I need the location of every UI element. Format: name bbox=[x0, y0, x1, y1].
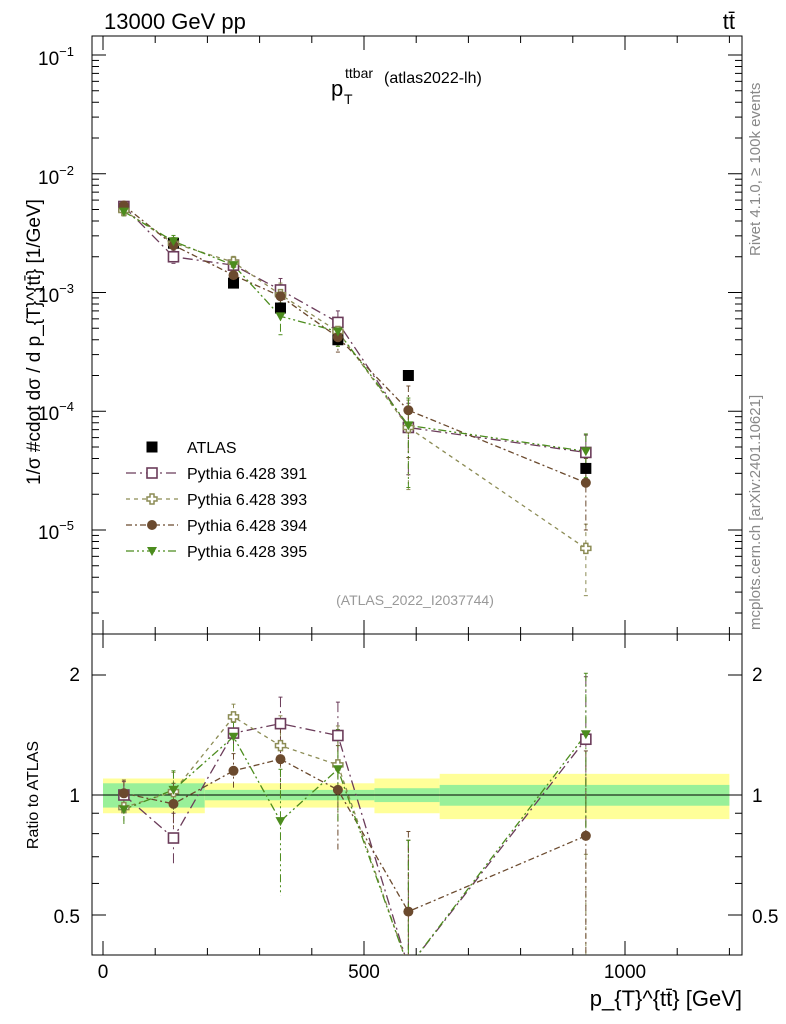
plot-title-main: p bbox=[331, 76, 343, 101]
main-point bbox=[403, 405, 414, 416]
ratio-uncertainty-bands bbox=[103, 773, 730, 820]
header-energy-label: 13000 GeV pp bbox=[104, 9, 246, 34]
main-point bbox=[402, 370, 414, 382]
ytick-1e-1: 10−1 bbox=[38, 44, 74, 70]
main-point bbox=[228, 270, 239, 281]
ratio-point bbox=[275, 817, 286, 827]
ratio-markers bbox=[118, 711, 592, 917]
ratio-point bbox=[168, 785, 179, 795]
main-axis-ticks bbox=[92, 36, 742, 634]
legend-label: Pythia 6.428 393 bbox=[187, 492, 307, 509]
main-markers bbox=[118, 200, 592, 555]
header-process-label: tt̄ bbox=[723, 9, 735, 34]
legend-marker bbox=[146, 467, 158, 479]
main-point bbox=[118, 207, 129, 217]
ratio-point bbox=[580, 830, 591, 841]
xtick-0: 0 bbox=[98, 962, 109, 983]
analysis-id-label: (ATLAS_2022_I2037744) bbox=[336, 592, 494, 608]
ratio-point bbox=[167, 832, 180, 844]
ratio-point bbox=[168, 798, 179, 809]
ratio-point bbox=[274, 739, 287, 752]
main-point bbox=[168, 237, 179, 247]
ratio-point bbox=[580, 730, 591, 740]
main-point bbox=[275, 291, 286, 302]
ratio-ytick-05-right: 0.5 bbox=[752, 907, 778, 928]
main-point bbox=[580, 542, 592, 555]
main-point bbox=[167, 250, 180, 263]
ytick-1e-2: 10−2 bbox=[38, 163, 74, 189]
main-error-bars bbox=[121, 201, 588, 597]
ratio-panel: Ratio to ATLAS 2 1 0.5 2 1 0.5 0 500 100… bbox=[25, 633, 778, 1011]
main-point bbox=[403, 421, 414, 431]
main-point bbox=[580, 477, 591, 488]
ratio-ytick-1-left: 1 bbox=[69, 786, 80, 807]
plot-title-tag: (atlas2022-lh) bbox=[384, 70, 482, 87]
main-point bbox=[580, 447, 591, 457]
main-ylabel: 1/σ #cdot dσ / d p_{T}^{tt̄} [1/GeV] bbox=[24, 199, 45, 485]
ratio-point bbox=[228, 732, 239, 742]
legend: ATLAS Pythia 6.428 391 Pythia 6.428 393 Pyt… bbox=[126, 440, 307, 561]
legend-label: Pythia 6.428 394 bbox=[187, 518, 307, 535]
ratio-point bbox=[332, 765, 343, 775]
xtick-500: 500 bbox=[348, 962, 380, 983]
rivet-version-label: Rivet 4.1.0, ≥ 100k events bbox=[747, 83, 764, 256]
plot-title-sup: ttbar bbox=[345, 65, 373, 81]
legend-marker bbox=[146, 441, 158, 453]
ratio-point bbox=[118, 805, 129, 815]
legend-label: Pythia 6.428 395 bbox=[187, 544, 307, 561]
legend-marker bbox=[147, 520, 157, 530]
legend-marker bbox=[147, 547, 157, 556]
main-point bbox=[332, 327, 343, 337]
ratio-y-tick-labels-left: 2 1 0.5 bbox=[54, 665, 80, 928]
legend-label: ATLAS bbox=[187, 440, 237, 457]
ratio-ytick-2-left: 2 bbox=[69, 665, 80, 686]
ratio-series-line bbox=[123, 733, 587, 955]
ratio-ytick-1-right: 1 bbox=[752, 786, 763, 807]
ratio-point bbox=[403, 906, 414, 917]
ratio-point bbox=[118, 788, 129, 799]
legend-marker bbox=[146, 493, 158, 505]
main-panel: p T ttbar (atlas2022-lh) 1/σ #cdot dσ / … bbox=[24, 35, 743, 635]
legend-label: Pythia 6.428 391 bbox=[187, 466, 307, 483]
ratio-point bbox=[227, 711, 240, 723]
ratio-point bbox=[275, 754, 286, 765]
main-series-line bbox=[123, 206, 586, 454]
ratio-point bbox=[332, 729, 344, 742]
x-tick-labels: 0 500 1000 bbox=[98, 962, 646, 983]
main-point bbox=[332, 332, 343, 343]
main-point bbox=[228, 261, 239, 271]
ratio-point bbox=[274, 717, 287, 730]
main-point bbox=[274, 302, 286, 314]
ratio-ytick-05-left: 0.5 bbox=[54, 907, 80, 928]
mcplots-label: mcplots.cern.ch [arXiv:2401.10621] bbox=[747, 395, 764, 630]
ratio-point bbox=[228, 765, 239, 776]
plot-title-sub: T bbox=[344, 91, 353, 107]
main-series-line bbox=[123, 211, 586, 452]
x-axis-label: p_{T}^{tt̄} [GeV] bbox=[590, 986, 742, 1011]
ratio-point bbox=[332, 784, 343, 795]
ratio-axis-ticks bbox=[92, 634, 742, 955]
main-point bbox=[580, 462, 592, 474]
ratio-y-tick-labels-right: 2 1 0.5 bbox=[752, 665, 778, 928]
xtick-1000: 1000 bbox=[604, 962, 646, 983]
ytick-1e-4: 10−4 bbox=[38, 399, 74, 425]
ratio-ylabel: Ratio to ATLAS bbox=[25, 741, 42, 849]
ytick-1e-5: 10−5 bbox=[38, 518, 74, 544]
main-point bbox=[228, 277, 239, 289]
ratio-series-line bbox=[123, 722, 587, 955]
main-point bbox=[275, 312, 286, 322]
ratio-ytick-2-right: 2 bbox=[752, 665, 763, 686]
